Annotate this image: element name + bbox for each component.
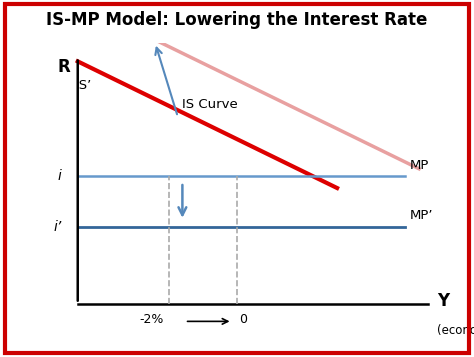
Text: i: i <box>58 169 62 183</box>
Text: 0: 0 <box>239 313 247 326</box>
Text: -2%: -2% <box>140 313 164 326</box>
Text: (economic output): (economic output) <box>437 324 474 337</box>
Text: IS Curve: IS Curve <box>182 98 238 111</box>
Text: MP: MP <box>410 159 429 172</box>
Text: R: R <box>58 57 71 76</box>
Text: IS’: IS’ <box>75 79 91 92</box>
Text: i’: i’ <box>54 220 62 233</box>
Text: Y: Y <box>437 292 449 310</box>
Text: IS-MP Model: Lowering the Interest Rate: IS-MP Model: Lowering the Interest Rate <box>46 11 428 29</box>
Text: MP’: MP’ <box>410 209 433 222</box>
